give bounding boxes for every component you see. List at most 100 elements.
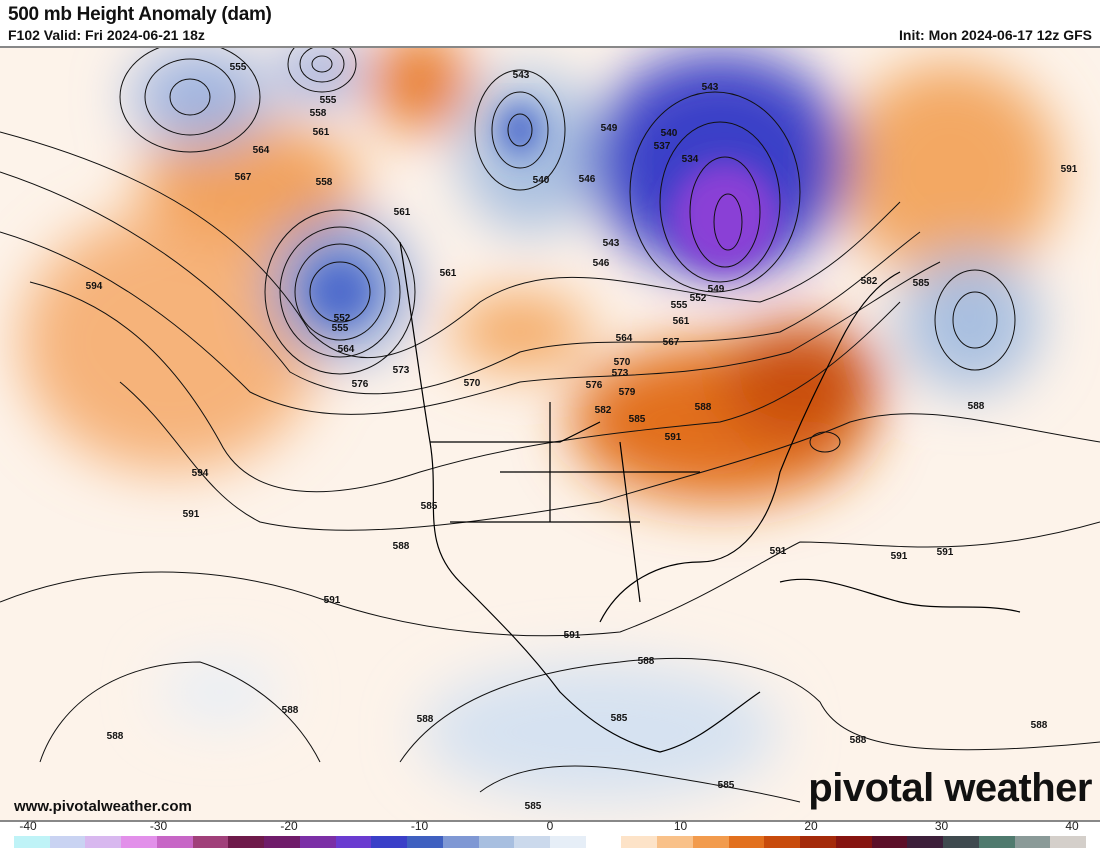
contour-label: 573 bbox=[612, 368, 629, 379]
colorbar-swatch bbox=[871, 836, 908, 848]
colorbar-tick-label: -30 bbox=[149, 819, 168, 833]
contour-label: 585 bbox=[421, 501, 438, 512]
contour-label: 591 bbox=[183, 509, 200, 520]
contour-label: 585 bbox=[629, 414, 646, 425]
colorbar-swatch bbox=[728, 836, 765, 848]
contour-label: 546 bbox=[579, 174, 596, 185]
colorbar-swatch bbox=[514, 836, 551, 848]
height-contours bbox=[0, 48, 1100, 803]
contour-label: 570 bbox=[464, 378, 481, 389]
contour-label: 579 bbox=[619, 387, 636, 398]
contour-label: 582 bbox=[861, 276, 878, 287]
contour-label: 543 bbox=[513, 70, 530, 81]
colorbar-swatch bbox=[1014, 836, 1051, 848]
colorbar-swatch bbox=[1050, 836, 1087, 848]
colorbar-swatch bbox=[478, 836, 515, 848]
contour-label: 588 bbox=[1031, 720, 1048, 731]
colorbar-swatch bbox=[228, 836, 265, 848]
contour-label: 591 bbox=[1061, 164, 1078, 175]
colorbar-ticks: -40 -30 -20 -10 0 10 20 30 40 bbox=[0, 819, 1100, 835]
contour-label: 588 bbox=[968, 401, 985, 412]
colorbar-tick-label: -20 bbox=[280, 819, 298, 833]
colorbar-swatch bbox=[907, 836, 944, 848]
colorbar-tick-label: 10 bbox=[673, 819, 688, 833]
contour-label: 573 bbox=[393, 365, 410, 376]
contour-label: 585 bbox=[718, 780, 735, 791]
colorbar-swatch bbox=[978, 836, 1015, 848]
height-anomaly-map: 555 555 558 561 564 567 558 561 561 552 555 564 576 5… bbox=[0, 46, 1100, 822]
contour-label: 591 bbox=[937, 547, 954, 558]
colorbar-swatch bbox=[657, 836, 693, 848]
contour-label: 594 bbox=[86, 281, 103, 292]
contour-label: 588 bbox=[638, 656, 655, 667]
contour-label: 561 bbox=[673, 316, 690, 327]
contour-label: 588 bbox=[107, 731, 124, 742]
colorbar-swatch bbox=[371, 836, 408, 848]
contour-label: 591 bbox=[564, 630, 581, 641]
contour-labels: 555 555 558 561 564 567 558 561 561 552 555 564 576 5… bbox=[86, 62, 1078, 812]
contour-label: 558 bbox=[310, 108, 327, 119]
contour-label: 534 bbox=[682, 154, 699, 165]
contour-label: 552 bbox=[334, 313, 351, 324]
contour-label: 555 bbox=[230, 62, 247, 73]
contour-label: 549 bbox=[708, 284, 725, 295]
colorbar-tick-label: -10 bbox=[410, 819, 429, 833]
contour-label: 588 bbox=[850, 735, 867, 746]
pivotal-weather-logo: pivotal weather bbox=[808, 766, 1092, 810]
colorbar-swatch bbox=[621, 836, 658, 848]
colorbar-tick-label: 20 bbox=[804, 819, 818, 833]
valid-time: F102 Valid: Fri 2024-06-21 18z bbox=[8, 27, 205, 43]
colorbar-swatch bbox=[156, 836, 193, 848]
colorbar-swatch bbox=[692, 836, 729, 848]
contour-label: 540 bbox=[661, 128, 678, 139]
colorbar bbox=[14, 836, 1087, 848]
contour-label: 546 bbox=[593, 258, 610, 269]
colorbar-tick-label: 40 bbox=[1065, 819, 1079, 833]
colorbar-swatch bbox=[407, 836, 443, 848]
contour-label: 588 bbox=[393, 541, 410, 552]
contour-label: 591 bbox=[770, 546, 787, 557]
colorbar-swatch bbox=[800, 836, 836, 848]
contour-label: 543 bbox=[702, 82, 719, 93]
contour-label: 594 bbox=[192, 468, 209, 479]
contour-label: 558 bbox=[316, 177, 333, 188]
colorbar-swatch bbox=[299, 836, 336, 848]
contour-label: 543 bbox=[603, 238, 620, 249]
init-time: Init: Mon 2024-06-17 12z GFS bbox=[899, 27, 1092, 43]
contour-label: 585 bbox=[611, 713, 628, 724]
contour-label: 591 bbox=[665, 432, 682, 443]
contour-label: 555 bbox=[320, 95, 337, 106]
colorbar-tick-label: 30 bbox=[934, 819, 949, 833]
colorbar-swatch bbox=[14, 836, 50, 848]
colorbar-swatch bbox=[192, 836, 229, 848]
contour-label: 588 bbox=[695, 402, 712, 413]
colorbar-swatch bbox=[585, 836, 622, 848]
contour-label: 561 bbox=[440, 268, 457, 279]
contour-label: 567 bbox=[235, 172, 252, 183]
colorbar-tick-label: -40 bbox=[19, 819, 37, 833]
contour-label: 591 bbox=[891, 551, 908, 562]
map-title: 500 mb Height Anomaly (dam) bbox=[8, 4, 272, 25]
contour-label: 564 bbox=[616, 333, 633, 344]
contour-label: 537 bbox=[654, 141, 671, 152]
colorbar-swatch bbox=[85, 836, 122, 848]
colorbar-swatch bbox=[835, 836, 872, 848]
contour-label: 585 bbox=[913, 278, 930, 289]
contour-label: 561 bbox=[394, 207, 411, 218]
coastlines bbox=[399, 241, 1021, 753]
colorbar-swatch bbox=[264, 836, 300, 848]
colorbar-swatch bbox=[335, 836, 372, 848]
contour-label: 564 bbox=[253, 145, 270, 156]
contour-label: 576 bbox=[586, 380, 603, 391]
contour-label: 591 bbox=[324, 595, 341, 606]
colorbar-tick-label: 0 bbox=[546, 819, 554, 833]
colorbar-swatch bbox=[121, 836, 157, 848]
contour-label: 588 bbox=[417, 714, 434, 725]
contour-label: 567 bbox=[663, 337, 680, 348]
contour-label: 588 bbox=[282, 705, 299, 716]
contour-label: 570 bbox=[614, 357, 631, 368]
contour-label: 564 bbox=[338, 344, 355, 355]
contour-label: 561 bbox=[313, 127, 330, 138]
colorbar-swatch bbox=[442, 836, 479, 848]
contour-label: 555 bbox=[671, 300, 688, 311]
